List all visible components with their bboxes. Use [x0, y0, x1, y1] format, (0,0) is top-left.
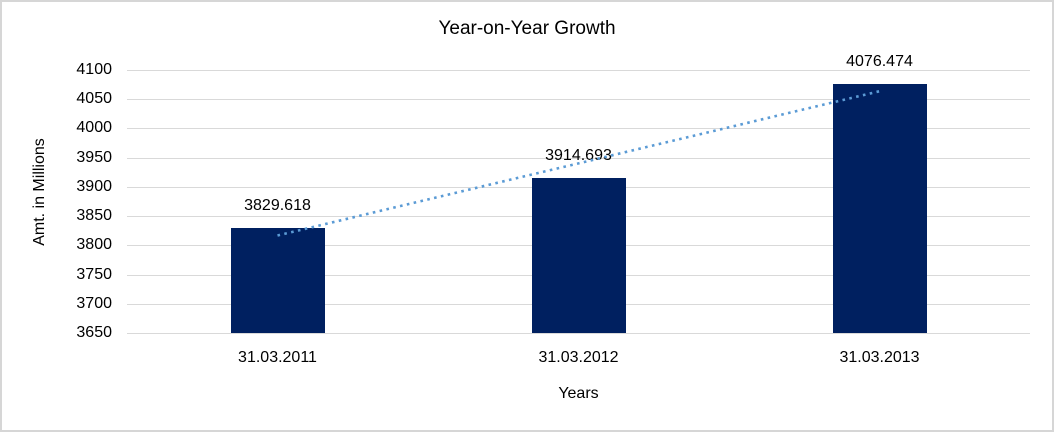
bar — [230, 228, 325, 333]
bar — [832, 83, 927, 333]
y-tick-label: 3650 — [76, 324, 112, 341]
chart-title: Year-on-Year Growth — [438, 18, 616, 39]
y-tick-label: 3800 — [76, 236, 112, 254]
x-category-label: 31.03.2013 — [839, 349, 920, 366]
y-tick-label: 3950 — [76, 148, 112, 166]
gridline — [127, 70, 1030, 71]
data-label: 3914.693 — [545, 147, 612, 165]
x-axis-title: Years — [558, 385, 599, 402]
y-tick-label: 3700 — [76, 294, 112, 312]
y-tick-label: 4100 — [76, 61, 112, 78]
data-label: 4076.474 — [846, 52, 913, 70]
x-category-label: 31.03.2011 — [238, 349, 317, 366]
y-tick-label: 3850 — [76, 207, 112, 225]
y-tick-label: 4050 — [76, 90, 112, 108]
gridline — [127, 333, 1030, 334]
y-tick-label: 4000 — [76, 119, 112, 137]
x-category-label: 31.03.2012 — [538, 349, 619, 366]
y-tick-label: 3750 — [76, 265, 112, 283]
bar — [531, 178, 626, 333]
data-label: 3829.618 — [244, 197, 311, 215]
y-tick-label: 3900 — [76, 177, 112, 195]
